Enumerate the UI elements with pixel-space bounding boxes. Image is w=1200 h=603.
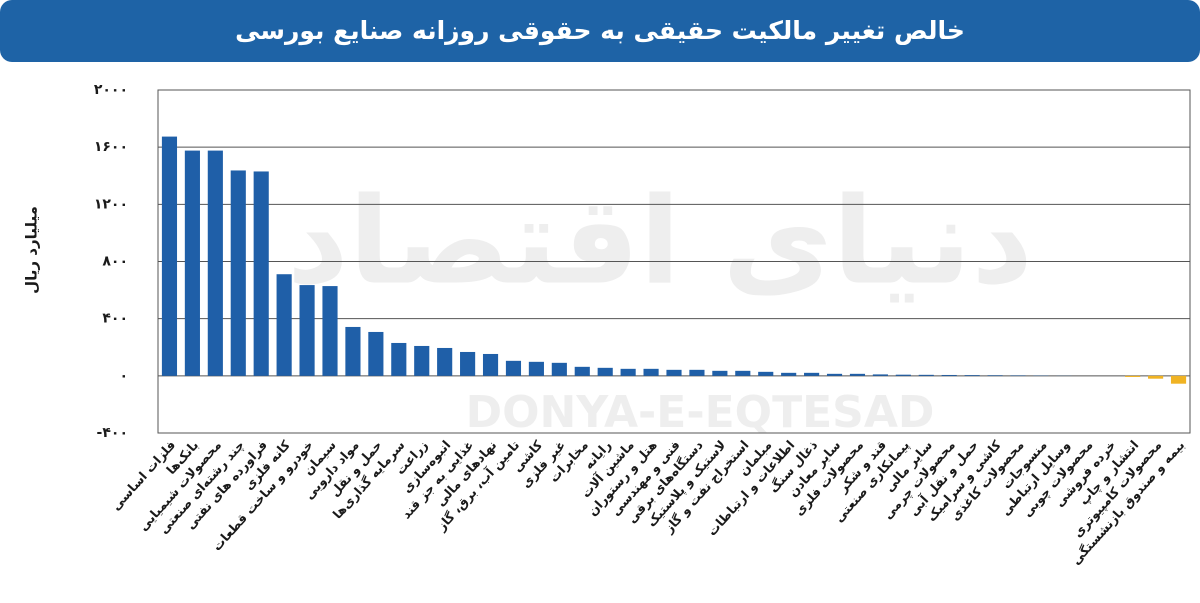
bar <box>964 375 980 376</box>
title-bar <box>0 0 1200 62</box>
bar <box>758 371 774 376</box>
chart-title: خالص تغییر مالکیت حقیقی به حقوقی روزانه … <box>235 16 965 46</box>
bar <box>941 374 957 376</box>
bar <box>1148 375 1164 379</box>
bar <box>276 274 292 376</box>
bar <box>253 171 269 376</box>
bar <box>666 369 682 376</box>
bar <box>872 374 888 376</box>
y-tick-label: ۴۰۰ <box>102 311 128 327</box>
bar <box>322 286 338 376</box>
bar <box>987 375 1003 376</box>
bar <box>505 360 522 376</box>
y-tick-label: ۸۰۰ <box>102 254 128 270</box>
bar <box>712 370 728 376</box>
y-tick-label: ۱۶۰۰ <box>94 139 128 155</box>
y-axis-title: میلیارد ریال <box>23 206 41 294</box>
bar <box>597 367 613 376</box>
bar <box>207 150 223 376</box>
bar <box>643 368 659 376</box>
bar <box>184 150 200 376</box>
bar <box>1170 375 1187 384</box>
bar <box>551 362 567 376</box>
y-tick-label: ۰ <box>119 368 128 384</box>
bar <box>895 374 911 376</box>
bar <box>620 368 636 376</box>
bar <box>804 372 820 376</box>
bar <box>528 361 544 376</box>
bar <box>1125 375 1141 377</box>
bar <box>849 373 866 376</box>
bar <box>161 136 178 376</box>
bar <box>414 345 430 376</box>
bar <box>735 370 751 376</box>
bar <box>781 372 797 376</box>
bar <box>345 326 361 376</box>
bar <box>230 170 246 376</box>
bar <box>918 374 934 376</box>
bar <box>689 369 705 376</box>
bar <box>368 331 384 376</box>
y-tick-label: ۲۰۰۰ <box>94 82 128 98</box>
bar <box>826 373 843 376</box>
y-tick-label: -۴۰۰ <box>97 425 128 441</box>
bar <box>482 353 499 376</box>
y-tick-label: ۱۲۰۰ <box>94 196 128 212</box>
bar <box>460 351 476 376</box>
bar <box>574 366 590 376</box>
watermark: DONYA-E-EQTESAD <box>466 387 935 438</box>
watermark: دنیای اقتصاد <box>287 173 1033 312</box>
bar <box>391 342 407 376</box>
bar <box>437 347 453 376</box>
bar <box>299 285 315 376</box>
